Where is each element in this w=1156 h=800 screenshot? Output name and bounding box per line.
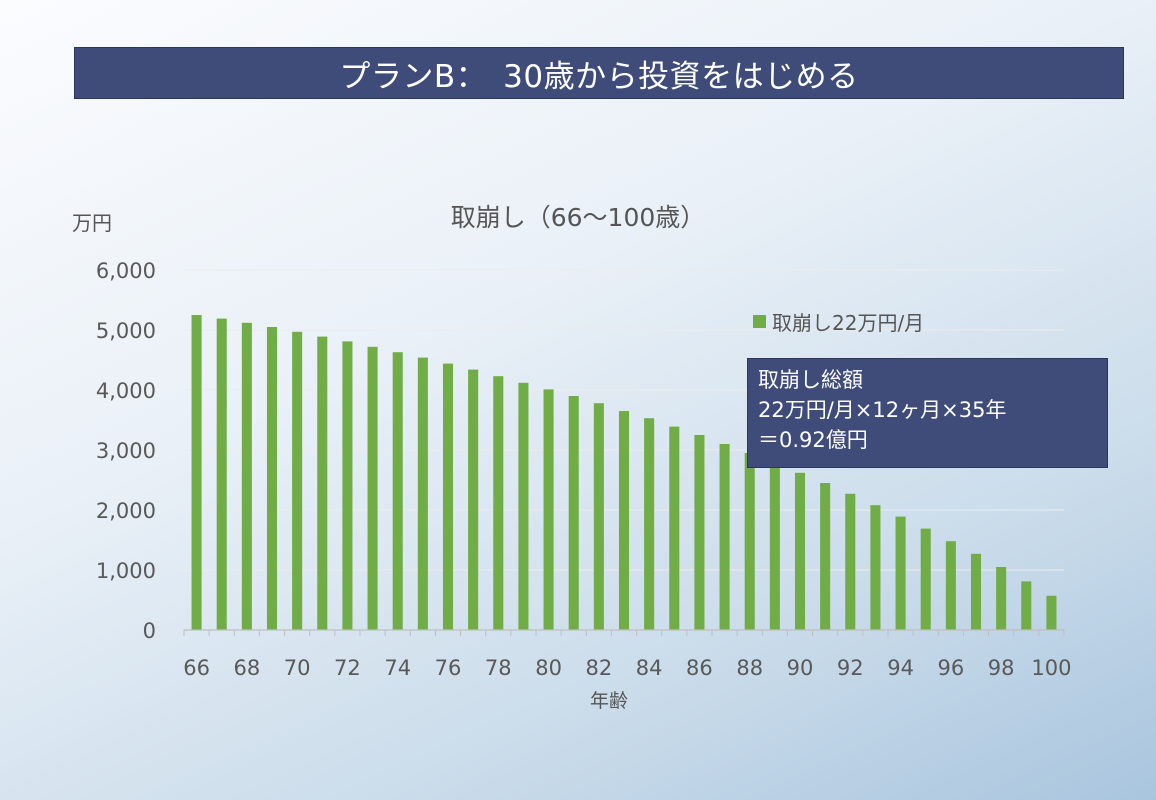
x-tick-label: 68 bbox=[233, 656, 260, 680]
bar bbox=[794, 472, 806, 630]
bar bbox=[920, 528, 931, 630]
axes bbox=[183, 629, 1065, 636]
legend: 取崩し22万円/月 bbox=[753, 307, 924, 336]
x-tick-label: 88 bbox=[736, 656, 763, 680]
bar bbox=[518, 382, 529, 630]
page-title: プランB： 30歳から投資をはじめる bbox=[74, 47, 1124, 99]
legend-swatch bbox=[753, 315, 766, 328]
bar bbox=[618, 411, 630, 630]
x-tick-label: 86 bbox=[686, 656, 713, 680]
bars bbox=[191, 315, 1057, 630]
bar bbox=[417, 357, 428, 630]
bar bbox=[769, 462, 780, 630]
bar bbox=[744, 453, 755, 630]
y-tick-label: 5,000 bbox=[96, 319, 156, 343]
x-tick-label: 96 bbox=[937, 656, 964, 680]
y-tick-label: 6,000 bbox=[96, 259, 156, 283]
bar bbox=[442, 363, 454, 630]
x-tick-label: 78 bbox=[485, 656, 512, 680]
bar bbox=[367, 346, 378, 630]
x-tick-label: 94 bbox=[887, 656, 914, 680]
bar bbox=[317, 336, 328, 630]
chart-title: 取崩し（66～100歳） bbox=[450, 203, 706, 232]
bar bbox=[719, 444, 730, 630]
bar bbox=[342, 341, 353, 630]
y-axis-unit-label: 万円 bbox=[72, 211, 112, 235]
bar bbox=[895, 516, 906, 630]
x-tick-label: 76 bbox=[435, 656, 462, 680]
total-withdrawal-callout: 取崩し総額 22万円/月×12ヶ月×35年 ＝0.92億円 bbox=[747, 358, 1108, 468]
bar bbox=[820, 483, 831, 630]
bar bbox=[392, 352, 403, 630]
bar bbox=[241, 322, 252, 630]
y-tick-labels: 0 1,000 2,000 3,000 4,000 5,000 6,000 bbox=[96, 259, 156, 643]
bar bbox=[216, 318, 227, 630]
bar bbox=[996, 567, 1007, 630]
bar bbox=[644, 418, 655, 630]
bar bbox=[945, 541, 956, 630]
bar bbox=[292, 331, 303, 630]
y-tick-label: 3,000 bbox=[96, 439, 156, 463]
bar bbox=[669, 426, 680, 630]
bar bbox=[1021, 581, 1032, 630]
x-tick-label: 100 bbox=[1031, 656, 1071, 680]
bar bbox=[593, 403, 604, 630]
legend-label: 取崩し22万円/月 bbox=[772, 311, 925, 335]
bar bbox=[970, 553, 982, 630]
x-tick-label: 82 bbox=[585, 656, 612, 680]
x-tick-label: 74 bbox=[384, 656, 411, 680]
callout-line-1: 取崩し総額 bbox=[758, 368, 863, 392]
x-tick-label: 90 bbox=[787, 656, 814, 680]
callout-line-2: 22万円/月×12ヶ月×35年 bbox=[758, 398, 1007, 422]
bar bbox=[1046, 595, 1057, 630]
y-tick-label: 4,000 bbox=[96, 379, 156, 403]
x-tick-label: 80 bbox=[535, 656, 562, 680]
bar bbox=[694, 435, 705, 630]
bar bbox=[568, 396, 579, 630]
callout-line-3: ＝0.92億円 bbox=[758, 428, 868, 452]
bar bbox=[191, 315, 202, 630]
y-tick-label: 1,000 bbox=[96, 559, 156, 583]
x-tick-label: 70 bbox=[284, 656, 311, 680]
x-tick-label: 98 bbox=[988, 656, 1015, 680]
bar bbox=[543, 389, 554, 630]
x-tick-label: 92 bbox=[837, 656, 864, 680]
x-tick-label: 66 bbox=[183, 656, 210, 680]
bar bbox=[493, 376, 504, 630]
y-tick-label: 2,000 bbox=[96, 499, 156, 523]
bar bbox=[266, 327, 278, 630]
bar bbox=[845, 493, 856, 630]
bar bbox=[870, 505, 881, 630]
x-tick-label: 72 bbox=[334, 656, 361, 680]
y-tick-label: 0 bbox=[143, 619, 156, 643]
x-axis-title: 年齢 bbox=[589, 690, 628, 712]
x-tick-labels: 66 68 70 72 74 76 78 80 82 84 86 88 90 92 94 96 98 100 bbox=[183, 656, 1071, 680]
x-tick-label: 84 bbox=[636, 656, 663, 680]
bar bbox=[468, 369, 479, 630]
